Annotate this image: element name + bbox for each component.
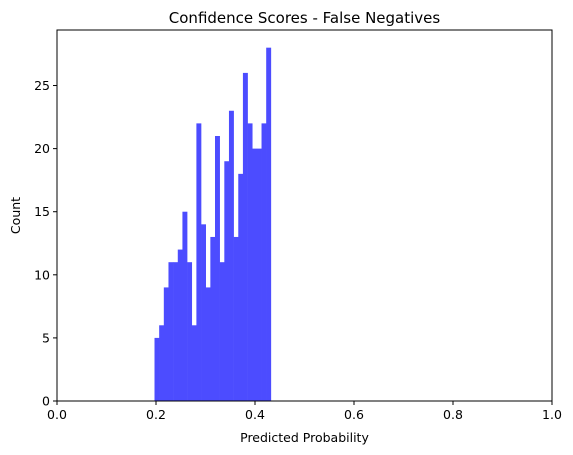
plot-frame bbox=[56, 29, 553, 402]
x-tick-label: 0.6 bbox=[344, 407, 364, 422]
chart-title: Confidence Scores - False Negatives bbox=[169, 9, 441, 27]
histogram-bar bbox=[261, 123, 267, 401]
x-tick-label: 0.2 bbox=[146, 407, 166, 422]
histogram-bar bbox=[233, 236, 239, 401]
histogram-bar bbox=[168, 262, 174, 401]
y-tick-label: 15 bbox=[34, 204, 50, 219]
histogram-bar bbox=[154, 337, 160, 401]
histogram-bar bbox=[159, 325, 165, 401]
histogram-bar bbox=[182, 211, 188, 401]
bars-group bbox=[154, 47, 272, 402]
histogram-bar bbox=[163, 287, 169, 401]
histogram-bar bbox=[238, 173, 244, 401]
x-tick-label: 0.0 bbox=[47, 407, 67, 422]
histogram-bar bbox=[219, 262, 225, 401]
histogram-bar bbox=[224, 161, 230, 401]
y-axis-ticks: 0 5 10 15 20 25 bbox=[34, 78, 57, 409]
histogram-bar bbox=[205, 287, 211, 401]
y-tick-label: 25 bbox=[34, 78, 50, 93]
x-tick-label: 0.4 bbox=[245, 407, 265, 422]
histogram-bar bbox=[187, 262, 193, 401]
histogram-bar bbox=[242, 72, 248, 402]
histogram-bar bbox=[266, 47, 272, 402]
histogram-bar bbox=[256, 148, 262, 401]
y-tick-label: 20 bbox=[34, 141, 50, 156]
y-tick-label: 5 bbox=[42, 330, 50, 345]
x-tick-label: 0.8 bbox=[443, 407, 463, 422]
histogram-bar bbox=[191, 325, 197, 401]
x-axis-label: Predicted Probability bbox=[240, 430, 369, 445]
histogram-bar bbox=[228, 110, 234, 401]
y-axis-label: Count bbox=[8, 197, 23, 234]
histogram-bar bbox=[196, 123, 202, 401]
histogram-bar bbox=[201, 224, 206, 401]
x-axis-ticks: 0.0 0.2 0.4 0.6 0.8 1.0 bbox=[47, 401, 562, 422]
x-tick-label: 1.0 bbox=[542, 407, 562, 422]
y-tick-label: 0 bbox=[42, 394, 50, 409]
histogram-bar bbox=[252, 148, 258, 401]
histogram-bar bbox=[177, 249, 183, 401]
histogram-bar bbox=[173, 262, 179, 401]
histogram-bar bbox=[210, 236, 216, 401]
y-tick-label: 10 bbox=[34, 267, 50, 282]
histogram-bar bbox=[247, 123, 253, 401]
histogram-bar bbox=[215, 136, 220, 401]
